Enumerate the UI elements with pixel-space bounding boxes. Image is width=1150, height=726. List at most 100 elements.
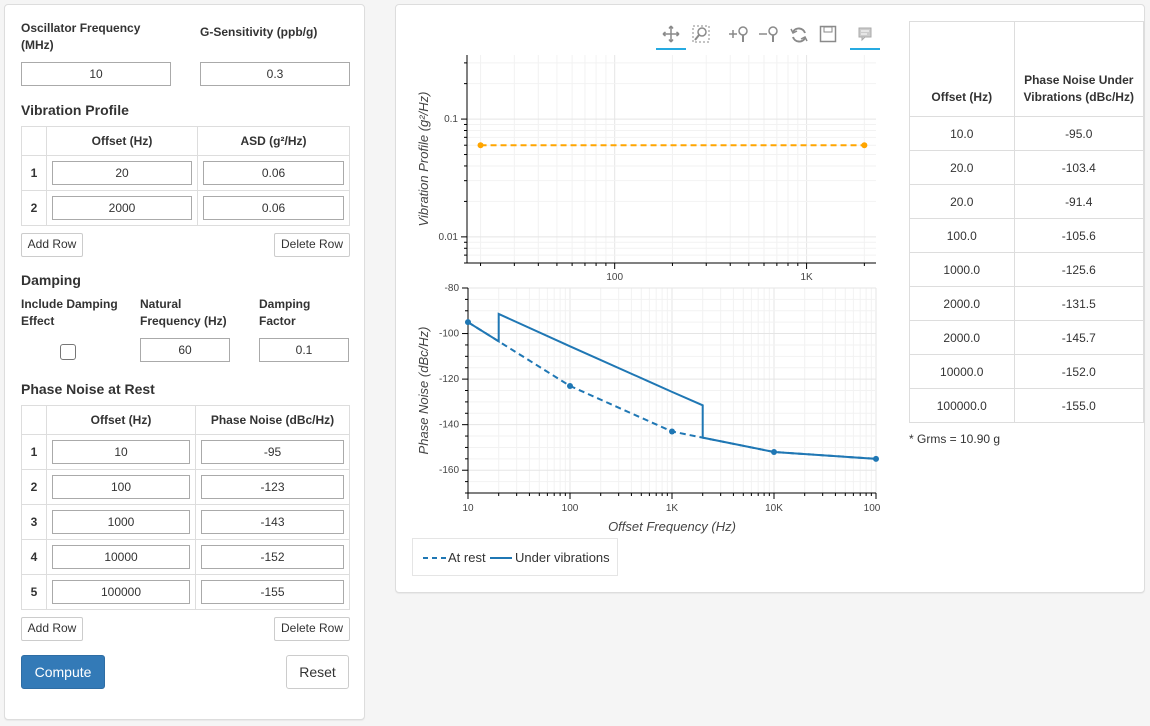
table-row: 4 10000 -152: [21, 539, 350, 575]
vibration-y-axis-label: Vibration Profile (g²/Hz): [416, 92, 431, 227]
phase-add-row-button[interactable]: Add Row: [21, 617, 83, 641]
table-cell: 100000: [46, 574, 196, 610]
table-row: 1 20 0.06: [21, 155, 350, 191]
table-cell: -95: [195, 434, 350, 470]
pn-cell-input[interactable]: -123: [201, 475, 344, 499]
y-tick-label: -160: [439, 465, 459, 476]
zoom-in-icon[interactable]: [728, 25, 750, 47]
grms-note: * Grms = 10.90 g: [909, 432, 1001, 446]
save-icon[interactable]: [817, 25, 839, 47]
at-rest-point: [669, 428, 675, 435]
g-sensitivity-input[interactable]: 0.3: [200, 62, 350, 86]
damping-heading: Damping: [21, 272, 81, 288]
pn-cell-input[interactable]: -143: [201, 510, 344, 534]
pn-cell: -152.0: [1013, 354, 1144, 389]
vibration-profile-table: Offset (Hz) ASD (g²/Hz) 1 20 0.06 2 2000 0.06: [21, 126, 350, 226]
offset-cell: 20.0: [909, 150, 1015, 185]
offset-cell-input[interactable]: 2000: [52, 196, 192, 220]
zoom-out-icon[interactable]: [758, 25, 780, 47]
vibration-profile-point: [477, 142, 484, 149]
table-row: 3 1000 -143: [21, 504, 350, 540]
offset-cell: 1000.0: [909, 252, 1015, 287]
phase-noise-y-axis-label: Phase Noise (dBc/Hz): [416, 327, 431, 455]
x-tick-label: 1K: [666, 503, 679, 514]
oscillator-frequency-input[interactable]: 10: [21, 62, 171, 86]
row-index: 1: [21, 434, 47, 470]
hover-icon[interactable]: [854, 25, 876, 47]
pan-icon[interactable]: [660, 25, 682, 47]
charts-area[interactable]: 100 1K 0.1 0.01 Vibration Profile (g²/Hz) 10 1…: [396, 5, 896, 545]
table-row: 100000.0 -155.0: [909, 388, 1144, 423]
row-index: 5: [21, 574, 47, 610]
legend-under-vibrations-swatch: [490, 557, 512, 559]
input-panel: Oscillator Frequency (MHz) G-Sensitivity…: [4, 4, 365, 720]
results-panel: 100 1K 0.1 0.01 Vibration Profile (g²/Hz) 10 1…: [395, 4, 1145, 593]
pn-cell: -95.0: [1013, 116, 1144, 151]
table-row: 2000.0 -145.7: [909, 320, 1144, 355]
vibration-delete-row-button[interactable]: Delete Row: [274, 233, 350, 257]
row-index: 4: [21, 539, 47, 575]
asd-cell-input[interactable]: 0.06: [203, 161, 344, 185]
results-table: Offset (Hz) Phase Noise Under Vibrations…: [909, 21, 1144, 423]
damping-factor-label: Damping Factor: [259, 297, 311, 328]
natural-frequency-input[interactable]: 60: [140, 338, 230, 362]
table-row: 10000.0 -152.0: [909, 354, 1144, 389]
offset-cell-input[interactable]: 100000: [52, 580, 190, 604]
y-tick-label: 0.1: [444, 114, 458, 125]
under-vibrations-line: [467, 312, 877, 460]
offset-cell-input[interactable]: 100: [52, 475, 190, 499]
phase-noise-x-axis-label: Offset Frequency (Hz): [608, 519, 736, 534]
offset-cell-input[interactable]: 10: [52, 440, 190, 464]
reset-button[interactable]: Reset: [286, 655, 349, 689]
offset-cell: 20.0: [909, 184, 1015, 219]
pn-cell-input[interactable]: -95: [201, 440, 344, 464]
compute-button[interactable]: Compute: [21, 655, 105, 689]
damping-factor-input[interactable]: 0.1: [259, 338, 349, 362]
legend-at-rest-swatch: [423, 557, 449, 559]
offset-cell: 2000.0: [909, 320, 1015, 355]
row-index-header: [21, 405, 47, 435]
table-cell: 10: [46, 434, 196, 470]
offset-cell-input[interactable]: 1000: [52, 510, 190, 534]
reset-icon[interactable]: [788, 25, 810, 47]
y-tick-label: -100: [439, 329, 459, 340]
pn-cell-input[interactable]: -152: [201, 545, 344, 569]
table-cell: 20: [46, 155, 198, 191]
vibration-profile-heading: Vibration Profile: [21, 102, 129, 118]
row-index: 1: [21, 155, 47, 191]
asd-cell-input[interactable]: 0.06: [203, 196, 344, 220]
row-index: 2: [21, 469, 47, 505]
table-cell: 10000: [46, 539, 196, 575]
phase-noise-rest-table: Offset (Hz) Phase Noise (dBc/Hz) 1 10 -95 2…: [21, 405, 350, 610]
offset-cell-input[interactable]: 20: [52, 161, 192, 185]
row-index: 3: [21, 504, 47, 540]
offset-cell-input[interactable]: 10000: [52, 545, 190, 569]
x-tick-label: 10K: [765, 503, 783, 514]
y-tick-label: -140: [439, 420, 459, 431]
natural-frequency-label: Natural Frequency (Hz): [140, 297, 227, 328]
include-damping-checkbox[interactable]: [60, 344, 76, 360]
pn-cell: -103.4: [1013, 150, 1144, 185]
chart-legend: At rest Under vibrations: [412, 538, 618, 576]
offset-cell: 100000.0: [909, 388, 1015, 423]
vibration-offset-header: Offset (Hz): [46, 126, 198, 156]
g-sensitivity-label: G-Sensitivity (ppb/g): [200, 25, 318, 39]
phase-delete-row-button[interactable]: Delete Row: [274, 617, 350, 641]
x-tick-label: 10: [462, 503, 474, 514]
y-tick-label: -120: [439, 374, 459, 385]
vibration-add-row-button[interactable]: Add Row: [21, 233, 83, 257]
pn-cell-input[interactable]: -155: [201, 580, 344, 604]
table-cell: -152: [195, 539, 350, 575]
table-row: 2 2000 0.06: [21, 190, 350, 226]
pn-cell: -155.0: [1013, 388, 1144, 423]
table-cell: 0.06: [197, 155, 350, 191]
results-phase-noise-header: Phase Noise Under Vibrations (dBc/Hz): [1013, 21, 1144, 117]
oscillator-frequency-label: Oscillator Frequency (MHz): [21, 21, 141, 52]
legend-under-vibrations-label: Under vibrations: [515, 550, 610, 565]
box-zoom-icon[interactable]: [690, 25, 712, 47]
table-cell: 100: [46, 469, 196, 505]
hover-active-indicator: [850, 48, 880, 50]
offset-cell: 100.0: [909, 218, 1015, 253]
table-cell: 1000: [46, 504, 196, 540]
at-rest-point: [567, 382, 573, 389]
